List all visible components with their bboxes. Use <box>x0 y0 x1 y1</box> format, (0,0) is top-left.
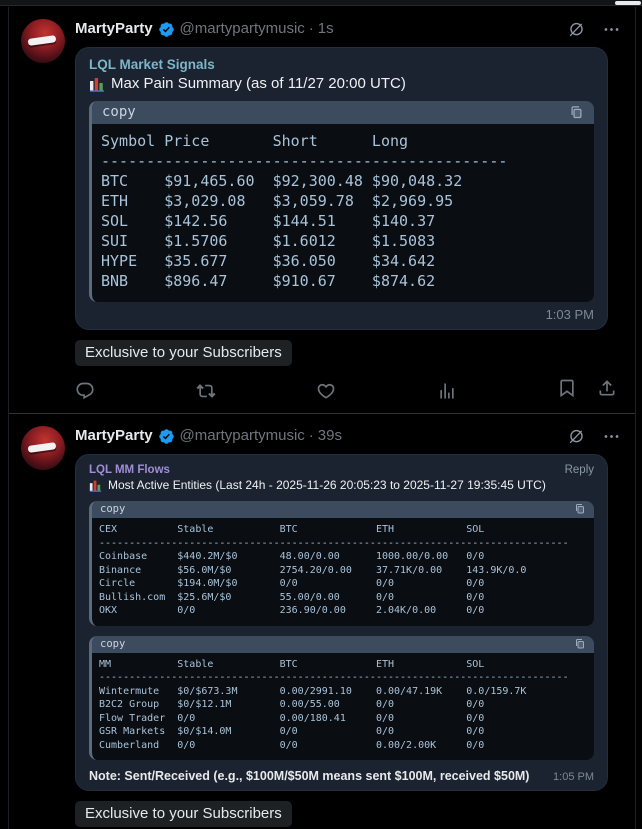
subscribers-badge: Exclusive to your Subscribers <box>75 340 292 366</box>
avatar[interactable] <box>21 426 65 470</box>
cex-flows-table[interactable]: CEX Stable BTC ETH SOL -----------------… <box>99 524 569 616</box>
subscribers-badge: Exclusive to your Subscribers <box>75 801 292 827</box>
grok-icon[interactable] <box>567 20 586 39</box>
reply-link[interactable]: Reply <box>564 464 594 476</box>
grok-icon[interactable] <box>567 427 586 446</box>
telegram-card[interactable]: LQL Market Signals Max Pain Summary (as … <box>75 47 608 330</box>
views-button[interactable] <box>437 381 558 401</box>
post-header: MartyParty @martypartymusic · 1s <box>75 19 621 39</box>
copy-label[interactable]: copy <box>102 104 136 120</box>
bar-chart-emoji-icon <box>90 77 104 92</box>
scrollbar-thumb[interactable] <box>615 1 641 5</box>
copy-label[interactable]: copy <box>100 637 126 650</box>
author-handle[interactable]: @martypartymusic <box>179 427 305 444</box>
post-1: MartyParty @martypartymusic · 1s LQL Mar… <box>9 7 635 414</box>
mm-flows-table[interactable]: MM Stable BTC ETH SOL ------------------… <box>99 658 569 751</box>
card-source-channel[interactable]: LQL MM Flows <box>89 464 170 476</box>
code-block-mm-flows: copy MM Stable BTC ETH SOL -------------… <box>89 635 594 760</box>
like-button[interactable] <box>316 381 437 401</box>
card-title: Max Pain Summary (as of 11/27 20:00 UTC) <box>111 75 406 92</box>
avatar-sunglasses <box>27 34 57 46</box>
author-name[interactable]: MartyParty <box>75 20 153 37</box>
card-title: Most Active Entities (Last 24h - 2025-11… <box>108 478 546 492</box>
author-handle[interactable]: @martypartymusic <box>179 20 305 37</box>
avatar-sunglasses <box>27 441 57 453</box>
maxpain-table[interactable]: Symbol Price Short Long ----------------… <box>101 132 508 290</box>
verified-badge-icon <box>158 21 174 37</box>
copy-icon[interactable] <box>574 503 586 515</box>
code-block-header: copy <box>92 501 594 518</box>
card-time: 1:05 PM <box>553 771 594 783</box>
telegram-card[interactable]: LQL MM Flows Reply Most Active Entities … <box>75 454 608 791</box>
code-block-maxpain: copy Symbol Price Short Long -----------… <box>89 101 594 302</box>
copy-icon[interactable] <box>574 638 586 650</box>
code-block-header: copy <box>92 101 594 124</box>
more-menu-icon[interactable] <box>602 20 621 39</box>
post-timestamp[interactable]: 39s <box>317 427 342 444</box>
copy-icon[interactable] <box>569 105 584 120</box>
timeline-column: MartyParty @martypartymusic · 1s LQL Mar… <box>8 7 636 829</box>
bookmark-button[interactable] <box>557 378 577 403</box>
meta-separator: · <box>308 427 314 444</box>
post-timestamp[interactable]: 1s <box>317 20 334 37</box>
top-edge-strip <box>0 0 642 6</box>
copy-label[interactable]: copy <box>100 503 126 515</box>
card-note: Note: Sent/Received (e.g., $100M/$50M me… <box>89 769 530 783</box>
repost-button[interactable] <box>196 381 317 401</box>
card-time: 1:03 PM <box>545 307 594 322</box>
reply-button[interactable] <box>75 381 196 401</box>
avatar[interactable] <box>21 19 65 63</box>
post-2: MartyParty @martypartymusic · 39s LQL MM… <box>9 414 635 829</box>
post-header: MartyParty @martypartymusic · 39s <box>75 426 621 446</box>
share-button[interactable] <box>597 378 617 403</box>
card-source-channel[interactable]: LQL Market Signals <box>89 57 215 72</box>
author-name[interactable]: MartyParty <box>75 427 153 444</box>
meta-separator: · <box>308 20 314 37</box>
bar-chart-emoji-icon <box>89 480 102 492</box>
verified-badge-icon <box>158 428 174 444</box>
code-block-cex-flows: copy CEX Stable BTC ETH SOL ------------… <box>89 501 594 626</box>
more-menu-icon[interactable] <box>602 427 621 446</box>
action-bar <box>75 378 621 403</box>
code-block-header: copy <box>92 635 594 653</box>
